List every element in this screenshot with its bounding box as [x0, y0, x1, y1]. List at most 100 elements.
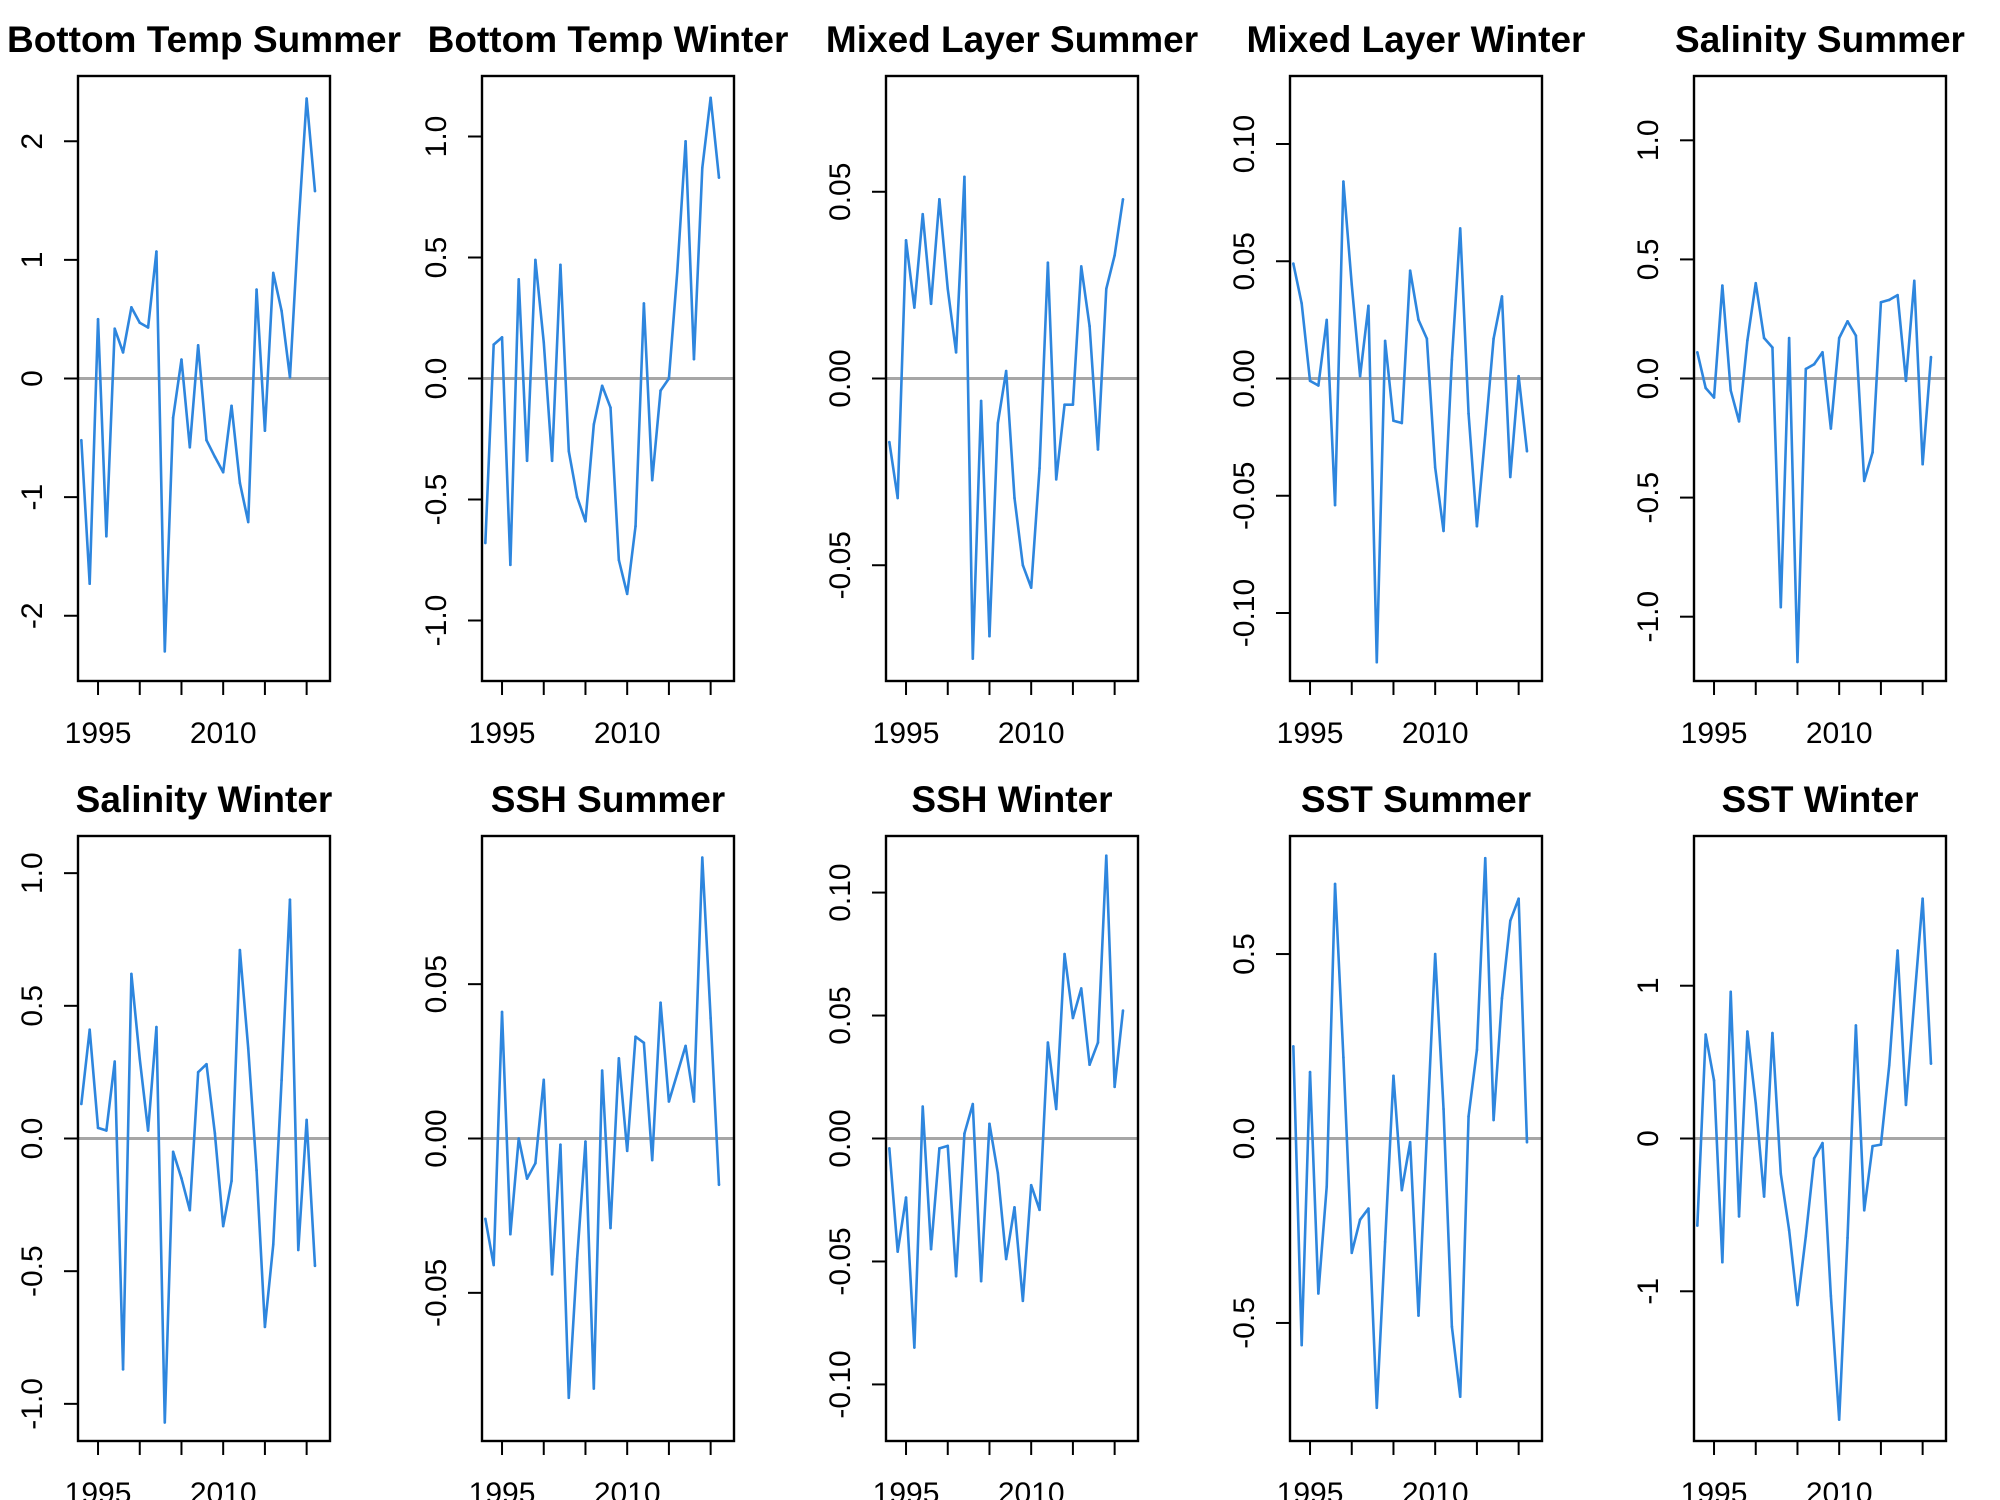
data-point [1712, 1079, 1716, 1082]
data-point [1696, 1224, 1699, 1227]
data-point [113, 1060, 117, 1063]
data-point [1308, 379, 1312, 383]
data-point [1300, 302, 1303, 305]
data-point [559, 1143, 562, 1146]
data-point [1887, 1063, 1891, 1067]
data-point [1400, 421, 1404, 425]
data-point [1333, 503, 1337, 507]
data-point [517, 1137, 521, 1140]
data-point [1096, 1041, 1100, 1044]
y-tick-label: -1.0 [1632, 591, 1665, 643]
data-point [971, 657, 975, 660]
chart-title: Mixed Layer Summer [826, 19, 1198, 60]
data-point [1704, 1033, 1707, 1036]
data-point [963, 175, 966, 179]
data-point [313, 189, 317, 193]
data-point [1063, 403, 1066, 406]
data-point [171, 416, 175, 419]
data-point [929, 1247, 933, 1251]
data-point [1704, 386, 1707, 390]
x-tick-label: 2010 [1806, 1477, 1873, 1500]
data-point [988, 634, 991, 638]
data-point [1458, 227, 1462, 230]
data-point [1333, 882, 1337, 886]
data-point [1392, 419, 1395, 423]
y-tick-label: 0.00 [1228, 349, 1261, 407]
data-point [509, 563, 512, 567]
data-point [896, 1250, 899, 1253]
chart-title: Bottom Temp Winter [428, 19, 789, 60]
data-point [700, 166, 704, 170]
data-point [121, 1368, 125, 1371]
data-point [196, 1070, 200, 1074]
data-point [1746, 1030, 1749, 1033]
data-point [1525, 1140, 1529, 1144]
y-tick-label: 0.0 [16, 1118, 49, 1160]
data-point [280, 1078, 283, 1082]
data-point [550, 1273, 554, 1276]
data-point [542, 340, 546, 344]
data-point [617, 1056, 621, 1060]
data-point [1079, 265, 1083, 268]
data-point [288, 898, 292, 901]
data-point [1796, 1303, 1799, 1307]
data-point [1417, 1314, 1420, 1317]
data-point [634, 524, 637, 528]
chart-panel: Bottom Temp Summer 1995 2010 -2 -1 0 1 2 [7, 19, 401, 750]
y-tick-label: -0.5 [16, 1245, 49, 1297]
data-point [888, 1147, 891, 1150]
data-point [1737, 1215, 1741, 1218]
data-point [700, 856, 704, 859]
data-point [105, 1129, 108, 1132]
data-point [1929, 355, 1933, 359]
data-point [130, 306, 133, 309]
y-tick-label: 0.5 [1228, 933, 1261, 975]
data-point [1771, 346, 1774, 349]
data-point [979, 1279, 983, 1283]
data-point [88, 582, 91, 586]
x-tick-label: 2010 [594, 717, 661, 750]
data-point [1096, 448, 1100, 451]
data-point [1837, 336, 1841, 340]
data-point [1796, 660, 1799, 664]
data-point [1063, 952, 1066, 956]
data-point [1517, 897, 1520, 901]
data-point [684, 140, 687, 143]
data-point [600, 384, 604, 388]
data-point [1887, 298, 1891, 302]
data-point [271, 1243, 275, 1246]
data-point [534, 258, 537, 262]
y-tick-label: 0.05 [824, 986, 857, 1044]
data-point [1392, 1074, 1395, 1078]
y-tick-label: 0.5 [1632, 239, 1665, 281]
chart-title: SSH Summer [491, 779, 725, 820]
data-point [913, 1346, 916, 1349]
data-point [1492, 1118, 1495, 1122]
data-point [492, 1263, 495, 1267]
data-point [1104, 287, 1108, 291]
x-tick-label: 1995 [1277, 1477, 1344, 1500]
y-tick-label: -0.5 [1228, 1297, 1261, 1349]
x-tick-label: 1995 [469, 1477, 536, 1500]
data-point [1483, 433, 1487, 437]
data-point [1812, 362, 1816, 366]
data-point [1325, 318, 1329, 322]
data-point [96, 1126, 100, 1130]
chart-panel: Salinity Winter 1995 2010 -1.0 -0.5 0.0 0.5 1.0 [16, 779, 332, 1500]
data-point [484, 1217, 487, 1221]
data-point [542, 1078, 546, 1082]
y-tick-label: -0.10 [824, 1350, 857, 1418]
series-line [80, 97, 317, 653]
data-point [313, 1264, 317, 1268]
data-point [625, 592, 629, 596]
y-tick-label: -0.05 [1228, 462, 1261, 530]
data-point [996, 1171, 1000, 1175]
data-point [1754, 1102, 1758, 1105]
data-point [1046, 261, 1050, 265]
x-tick-label: 2010 [1402, 717, 1469, 750]
data-point [1442, 529, 1445, 533]
data-point [1854, 1024, 1858, 1027]
data-point [1367, 1207, 1370, 1210]
data-point [1054, 478, 1058, 481]
x-tick-label: 1995 [873, 717, 940, 750]
